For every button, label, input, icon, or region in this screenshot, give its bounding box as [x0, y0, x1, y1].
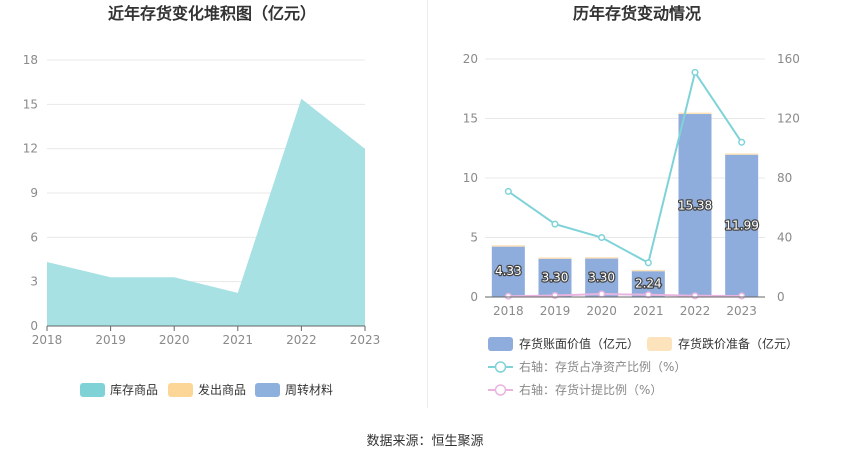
bar-data-label: 3.30 [542, 270, 569, 284]
chart-title: 近年存货变化堆积图（亿元） [108, 4, 316, 23]
legend-swatch-impairment [647, 337, 672, 351]
x-tick-label: 2018 [493, 304, 524, 318]
net-asset-ratio-point [691, 68, 699, 76]
net-asset-ratio-point [504, 187, 512, 195]
y-tick-label: 18 [23, 53, 38, 67]
y-left-tick-label: 10 [463, 171, 478, 185]
legend-label: 存货账面价值（亿元） [519, 336, 639, 351]
bar-impairment-provision [585, 257, 619, 259]
legend-swatch [80, 383, 105, 397]
chart-title: 历年存货变动情况 [573, 4, 701, 23]
x-tick-label: 2021 [633, 304, 664, 318]
area-series-inventory-goods [47, 98, 365, 327]
provision-ratio-line [508, 293, 742, 298]
net-asset-ratio-point [551, 220, 559, 228]
bar-impairment-provision [678, 112, 712, 115]
y-right-tick-label: 120 [777, 112, 800, 126]
y-tick-label: 15 [23, 97, 38, 111]
data-source-footer: 数据来源：恒生聚源 [366, 434, 484, 449]
net-asset-ratio-point [738, 138, 746, 146]
y-left-tick-label: 0 [470, 290, 478, 304]
y-right-tick-label: 40 [777, 231, 792, 245]
inventory-stacked-area-chart: 近年存货变化堆积图（亿元） 0 3 6 9 12 15 18 2018 2019 2020 2021 2… [23, 4, 381, 397]
legend-label: 右轴：存货计提比例（%） [519, 382, 662, 397]
x-tick-label: 2021 [223, 333, 254, 347]
provision-ratio-point [504, 292, 512, 300]
panel-divider [427, 0, 428, 408]
inventory-change-combo-chart: 历年存货变动情况 0 5 10 15 20 0 40 80 120 160 4.33 3.30 3.30 2… [463, 4, 800, 397]
y-tick-label: 9 [30, 186, 38, 200]
x-tick-label: 2020 [159, 333, 190, 347]
x-tick-label: 2019 [540, 304, 571, 318]
net-asset-ratio-point [598, 233, 606, 242]
y-tick-label: 12 [23, 142, 38, 156]
legend-swatch-book-value [488, 337, 513, 351]
bar-data-label: 4.33 [495, 264, 522, 278]
bar-book-value [725, 154, 759, 297]
bar-impairment-provision [631, 269, 665, 272]
bar-book-value [585, 257, 619, 297]
bar-impairment-provision [725, 153, 759, 155]
bar-impairment-provision [491, 245, 525, 247]
legend-label: 周转材料 [285, 382, 333, 397]
bar-book-value [538, 257, 572, 297]
bar-data-label: 11.99 [724, 219, 758, 233]
y-left-tick-label: 15 [463, 112, 478, 126]
y-right-tick-label: 80 [777, 171, 792, 185]
legend-marker-provision-ratio [494, 384, 507, 396]
provision-ratio-point [644, 291, 652, 299]
provision-ratio-point [738, 292, 746, 300]
y-left-tick-label: 20 [463, 52, 478, 66]
x-tick-label: 2018 [32, 333, 63, 347]
legend-label: 库存商品 [110, 382, 158, 397]
x-tick-label: 2022 [286, 333, 317, 347]
y-tick-label: 3 [30, 275, 38, 289]
legend-marker-net-asset-ratio [494, 361, 507, 373]
net-asset-ratio-line [507, 69, 743, 265]
y-right-tick-label: 160 [777, 52, 800, 66]
bar-data-label: 15.38 [678, 198, 712, 212]
provision-ratio-point [598, 290, 606, 298]
legend-label: 存货跌价准备（亿元） [678, 336, 798, 351]
provision-ratio-point [691, 292, 699, 300]
y-tick-label: 6 [30, 230, 38, 244]
x-tick-label: 2023 [726, 304, 757, 318]
legend-label: 右轴：存货占净资产比例（%） [519, 359, 686, 374]
x-tick-label: 2022 [680, 304, 711, 318]
legend-swatch [168, 383, 193, 397]
y-tick-label: 0 [30, 319, 38, 333]
bar-data-label: 3.30 [588, 270, 615, 284]
x-tick-label: 2020 [586, 304, 617, 318]
x-tick-label: 2019 [95, 333, 126, 347]
bar-impairment-provision [538, 257, 572, 259]
y-right-tick-label: 0 [777, 290, 785, 304]
legend-swatch [255, 383, 280, 397]
bar-book-value [491, 245, 525, 297]
legend-label: 发出商品 [198, 382, 246, 397]
x-tick-label: 2023 [350, 333, 381, 347]
bar-data-label: 2.24 [635, 277, 662, 291]
net-asset-ratio-point [644, 259, 652, 267]
bar-book-value [678, 113, 712, 297]
y-left-tick-label: 5 [470, 231, 478, 245]
